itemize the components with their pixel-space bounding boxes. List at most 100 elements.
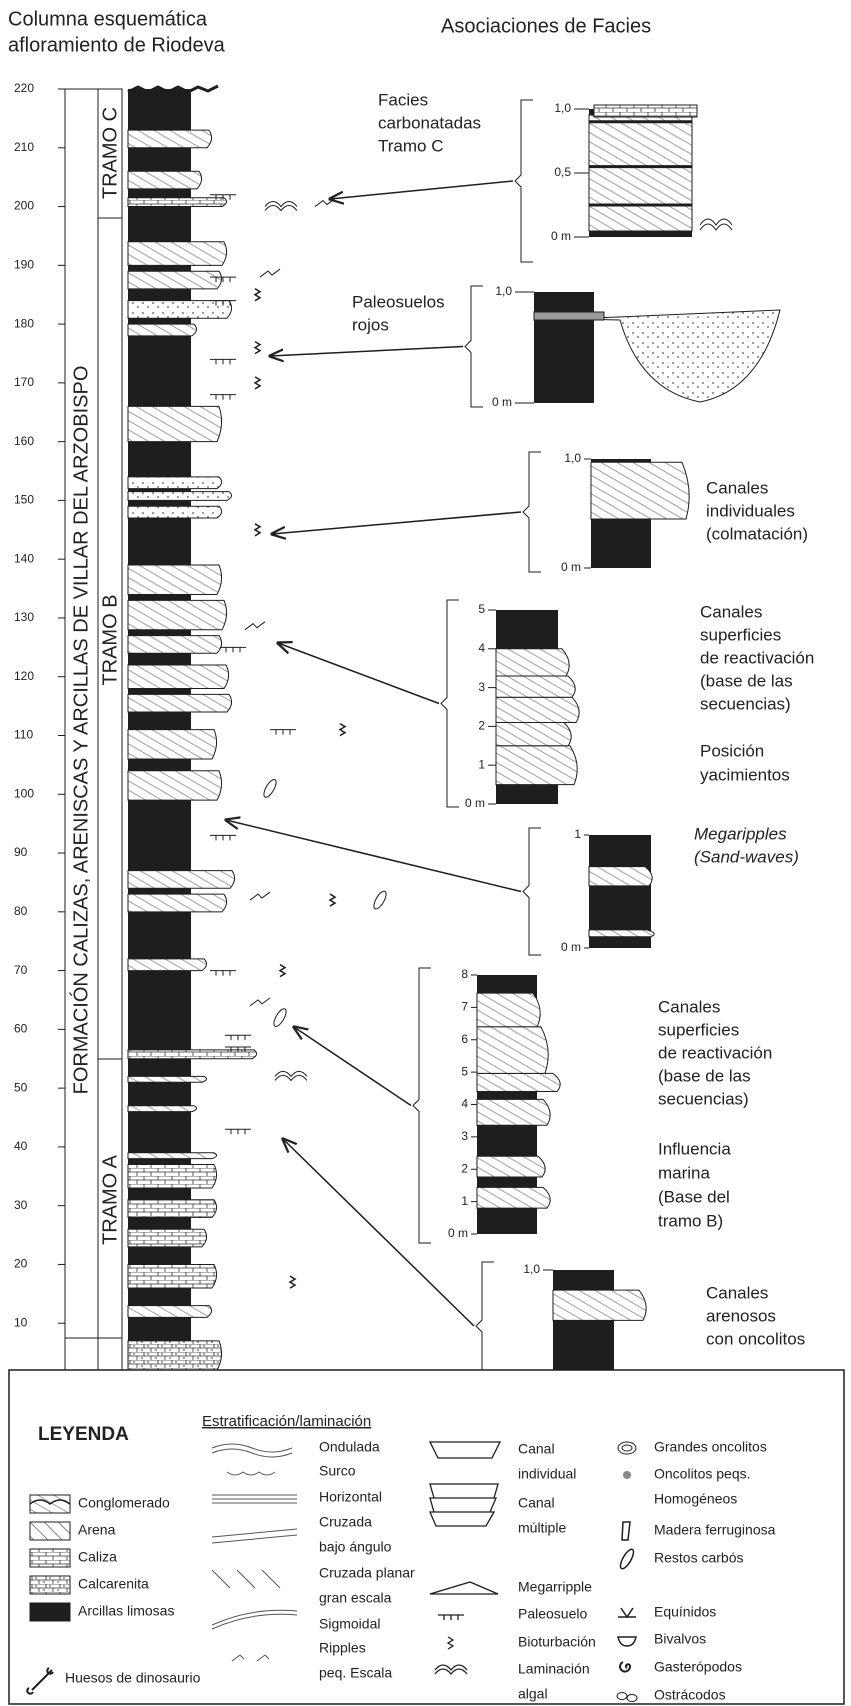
facies-arrow xyxy=(330,181,513,199)
facies-scale-label: 4 xyxy=(461,1097,468,1111)
scale-label: 10 xyxy=(14,1315,28,1329)
sand-bed xyxy=(128,565,222,594)
sand-bed xyxy=(128,198,227,207)
facies-bracket xyxy=(465,286,483,407)
facies-bed xyxy=(589,867,652,886)
structures-label: Laminación xyxy=(518,1661,590,1677)
sand-bed xyxy=(128,730,217,759)
bioturbation-symbol xyxy=(340,724,345,736)
facies-label: marina xyxy=(658,1163,711,1182)
algal-symbol xyxy=(265,202,297,211)
sand-bed xyxy=(128,1165,217,1189)
algal-symbol xyxy=(275,1071,307,1080)
sand-bed xyxy=(128,600,227,629)
sand-bed xyxy=(128,406,222,441)
facies-label: de reactivación xyxy=(700,648,814,667)
lithology-label: Calcarenita xyxy=(78,1576,149,1592)
lithology-swatch xyxy=(30,1603,70,1621)
facies-label: Tramo C xyxy=(378,136,444,155)
algal-symbol xyxy=(700,219,732,230)
lamination-label: Surco xyxy=(319,1463,356,1479)
components-label: Restos carbós xyxy=(654,1550,743,1566)
paleosol-symbol xyxy=(210,359,236,364)
facies-bed xyxy=(477,993,540,1027)
facies-bed xyxy=(477,1073,560,1091)
plant-symbol xyxy=(372,889,389,910)
facies-scale-label: 3 xyxy=(478,680,485,694)
page: Columna esquemática html, body { margin:… xyxy=(0,0,851,1706)
lithology-swatch xyxy=(30,1576,70,1594)
bioturbation-symbol xyxy=(330,894,335,906)
facies-label: secuencias) xyxy=(658,1089,749,1108)
facies-scale-label: 2 xyxy=(461,1161,468,1175)
scale-label: 180 xyxy=(14,316,34,330)
scale-label: 150 xyxy=(14,493,34,507)
legend-title: LEYENDA xyxy=(38,1424,129,1445)
sand-bed xyxy=(128,771,222,800)
tramo-label: TRAMO B xyxy=(99,594,121,685)
components-label: Equínidos xyxy=(654,1604,716,1620)
facies-arrow xyxy=(226,820,521,892)
facies-scale-label: 7 xyxy=(461,1000,468,1014)
structures-label: múltiple xyxy=(518,1520,566,1536)
sand-bed xyxy=(128,871,235,889)
ripple-symbol xyxy=(260,269,280,277)
scale-label: 130 xyxy=(14,610,34,624)
bioturbation-symbol xyxy=(290,1276,295,1288)
sand-bed xyxy=(128,1153,217,1159)
scale-label: 220 xyxy=(14,81,34,95)
facies-label: secuencias) xyxy=(700,694,791,713)
components-label: Madera ferruginosa xyxy=(654,1522,776,1538)
paleosol-symbol xyxy=(220,647,246,652)
facies-label: Canales xyxy=(658,997,720,1016)
scale-label: 50 xyxy=(14,1080,28,1094)
facies-scale-label: 0 m xyxy=(492,395,512,409)
scale-label: 90 xyxy=(14,845,28,859)
facies-label: rojos xyxy=(352,315,389,334)
sand-bed xyxy=(128,1229,207,1247)
scale-label: 100 xyxy=(14,786,34,800)
sand-bed xyxy=(128,959,207,971)
paleosol-symbol xyxy=(225,1129,251,1134)
sand-bed xyxy=(128,894,227,912)
facies-bed xyxy=(591,462,689,519)
facies-label: de reactivación xyxy=(658,1043,772,1062)
facies-scale-label: 5 xyxy=(478,602,485,616)
facies-scale-label: 4 xyxy=(478,641,485,655)
scale-label: 120 xyxy=(14,669,34,683)
facies-scale-label: 0 m xyxy=(465,796,485,810)
facies-label: Canales xyxy=(700,602,762,621)
facies-scale-label: 5 xyxy=(461,1064,468,1078)
facies-bed xyxy=(477,1187,550,1208)
components-label: Bivalvos xyxy=(654,1631,706,1647)
facies-scale-label: 2 xyxy=(478,719,485,733)
facies-bracket xyxy=(523,452,541,572)
facies-bracket xyxy=(515,100,533,262)
lamination-label: Cruzada planar xyxy=(319,1565,415,1581)
facies-bed xyxy=(496,697,579,722)
facies-bed xyxy=(496,723,571,746)
facies-scale-label: 0,5 xyxy=(554,165,571,179)
bioturbation-symbol xyxy=(255,377,260,389)
sand-bed xyxy=(128,1264,217,1288)
sand-bed xyxy=(128,1306,212,1318)
bioturbation-symbol xyxy=(255,342,260,354)
lamination-label: peq. Escala xyxy=(319,1665,392,1681)
structures-label: Paleosuelo xyxy=(518,1606,587,1622)
facies-scale-label: 8 xyxy=(461,967,468,981)
facies-label: Facies xyxy=(378,90,428,109)
facies-bed xyxy=(553,1290,646,1320)
lamination-label: Ripples xyxy=(319,1640,366,1656)
facies-bed xyxy=(477,1099,550,1125)
components-label: Ostrácodos xyxy=(654,1687,726,1703)
sand-bed xyxy=(128,171,202,189)
scale-label: 200 xyxy=(14,199,34,213)
body: {"header": {"column_title": ["Columna es… xyxy=(0,0,851,1706)
facies-scale-label: 0 m xyxy=(448,1226,468,1240)
paleosol-symbol xyxy=(270,730,296,735)
facies-scale-label: 0 m xyxy=(561,560,581,574)
lithology-label: Arcillas limosas xyxy=(78,1603,174,1619)
lamination-title: Estratificación/laminación xyxy=(202,1413,371,1430)
facies-bed xyxy=(496,746,577,785)
ripple-symbol xyxy=(245,622,265,630)
